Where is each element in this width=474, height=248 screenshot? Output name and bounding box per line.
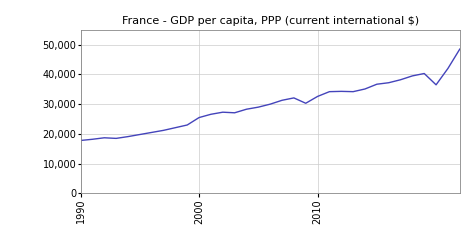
Title: France - GDP per capita, PPP (current international $): France - GDP per capita, PPP (current in… — [122, 16, 419, 26]
